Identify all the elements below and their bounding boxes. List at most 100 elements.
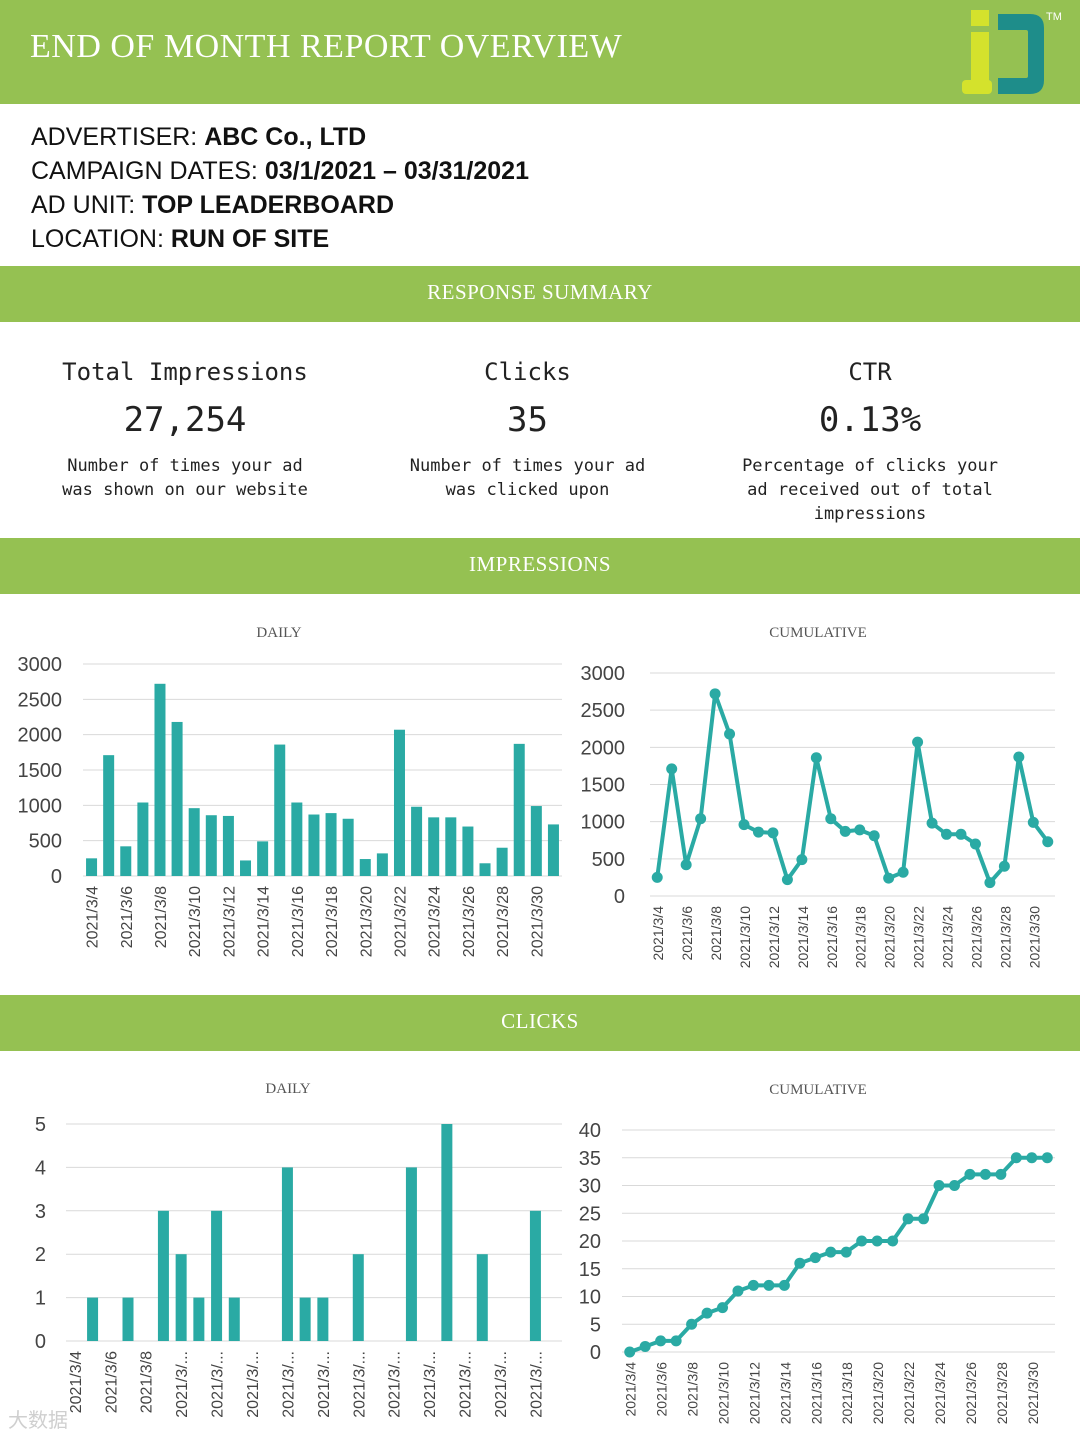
bar xyxy=(240,860,252,876)
stat-description: Percentage of clicks your ad received out… xyxy=(742,456,998,524)
data-point xyxy=(854,824,866,836)
bar xyxy=(175,1254,187,1341)
y-tick-label: 2000 xyxy=(18,725,63,747)
report-header: END OF MONTH REPORT OVERVIEW TM xyxy=(0,0,1080,104)
data-point xyxy=(717,1302,729,1314)
y-tick-label: 0 xyxy=(51,866,62,888)
data-point xyxy=(1042,836,1054,848)
data-point xyxy=(670,1335,682,1347)
x-tick-label: 2021/3/20 xyxy=(870,1362,886,1424)
data-point xyxy=(1010,1152,1022,1164)
data-point xyxy=(856,1235,868,1247)
bar xyxy=(188,808,200,876)
data-point xyxy=(1027,816,1039,828)
advertiser-value: ABC Co., LTD xyxy=(204,123,367,151)
bar xyxy=(530,806,542,876)
bar xyxy=(157,1210,169,1341)
x-tick-label: 2021/3/16 xyxy=(290,886,307,957)
data-point xyxy=(979,1168,991,1180)
x-tick-label: 2021/3/6 xyxy=(119,886,136,948)
company-logo-icon: TM xyxy=(962,10,1062,94)
bar xyxy=(86,858,98,876)
x-tick-label: 2021/3/8 xyxy=(685,1362,701,1417)
x-tick-label: 2021/3/12 xyxy=(746,1362,762,1424)
y-tick-label: 30 xyxy=(579,1176,601,1198)
data-point xyxy=(732,1285,744,1297)
bar xyxy=(154,683,166,876)
bar xyxy=(122,1297,134,1341)
x-tick-label: 2021/3/... xyxy=(174,1351,191,1418)
x-tick-label: 2021/3/6 xyxy=(679,906,695,961)
y-tick-label: 1 xyxy=(35,1288,46,1310)
series-line xyxy=(655,691,1050,885)
x-tick-label: 2021/3/20 xyxy=(358,886,375,957)
data-point xyxy=(724,728,736,740)
data-point xyxy=(738,819,750,831)
x-tick-label: 2021/3/30 xyxy=(1025,1362,1041,1424)
y-tick-label: 3 xyxy=(35,1201,46,1223)
advertiser-line: ADVERTISER: ABC Co., LTD xyxy=(31,123,367,151)
x-tick-label: 2021/3/4 xyxy=(623,1362,639,1417)
y-tick-label: 20 xyxy=(579,1231,601,1253)
bar xyxy=(120,846,132,876)
x-tick-label: 2021/3/10 xyxy=(187,886,204,957)
bar xyxy=(376,853,388,876)
stat-description: Number of times your ad was clicked upon xyxy=(409,456,646,500)
data-point xyxy=(840,1246,852,1258)
x-tick-label: 2021/3/... xyxy=(280,1351,297,1418)
data-point xyxy=(778,1279,790,1291)
data-point xyxy=(1013,751,1025,763)
data-point xyxy=(941,828,953,840)
data-point xyxy=(825,1246,837,1258)
report-title: END OF MONTH REPORT OVERVIEW xyxy=(30,28,623,65)
x-tick-label: 2021/3/16 xyxy=(824,906,840,968)
data-point xyxy=(747,1279,759,1291)
x-tick-label: 2021/3/8 xyxy=(139,1351,156,1413)
x-tick-label: 2021/3/... xyxy=(245,1351,262,1418)
chart-title: DAILY xyxy=(265,1081,310,1097)
x-tick-label: 2021/3/4 xyxy=(85,886,102,948)
y-tick-label: 4 xyxy=(35,1157,46,1179)
x-tick-label: 2021/3/14 xyxy=(777,1362,793,1424)
x-tick-label: 2021/3/... xyxy=(387,1351,404,1418)
y-tick-label: 500 xyxy=(592,849,625,871)
bar xyxy=(137,802,149,876)
data-point xyxy=(933,1180,945,1191)
stat-ctr: CTR 0.13% Percentage of clicks your ad re… xyxy=(705,358,1035,526)
data-point xyxy=(969,838,981,850)
data-point xyxy=(1041,1152,1053,1164)
ad-unit-line: AD UNIT: TOP LEADERBOARD xyxy=(31,191,395,219)
y-tick-label: 2500 xyxy=(18,689,63,711)
x-tick-label: 2021/3/14 xyxy=(795,906,811,968)
x-tick-label: 2021/3/22 xyxy=(911,906,927,968)
x-tick-label: 2021/3/12 xyxy=(766,906,782,968)
data-point xyxy=(887,1235,899,1247)
impressions-daily-chart: DAILY 0 500 1000 1500 2000 2500 3000 2021/3/4 202… xyxy=(18,625,562,957)
data-point xyxy=(868,830,880,842)
y-tick-label: 500 xyxy=(29,831,62,853)
data-point xyxy=(995,1168,1007,1180)
x-tick-label: 2021/3/4 xyxy=(68,1351,85,1413)
x-tick-label: 2021/3/28 xyxy=(495,886,512,957)
y-tick-label: 0 xyxy=(614,886,625,908)
campaign-info: ADVERTISER: ABC Co., LTD CAMPAIGN DATES:… xyxy=(31,120,529,256)
bar xyxy=(193,1297,205,1341)
y-tick-label: 1000 xyxy=(18,795,63,817)
x-tick-label: 2021/3/24 xyxy=(932,1362,948,1424)
x-tick-label: 2021/3/26 xyxy=(968,906,984,968)
x-tick-label: 2021/3/28 xyxy=(997,906,1013,968)
data-point xyxy=(984,877,996,889)
bar xyxy=(222,815,234,876)
bar xyxy=(445,817,457,876)
chart-title: CUMULATIVE xyxy=(769,625,867,641)
x-tick-label: 2021/3/22 xyxy=(901,1362,917,1424)
watermark: 大数据 xyxy=(8,1410,68,1432)
data-point xyxy=(651,871,663,883)
data-point xyxy=(796,854,808,866)
x-tick-label: 2021/3/10 xyxy=(716,1362,732,1424)
campaign-dates-line: CAMPAIGN DATES: 03/1/2021 – 03/31/2021 xyxy=(31,157,529,185)
x-tick-label: 2021/3/20 xyxy=(882,906,898,968)
data-point xyxy=(839,825,851,837)
ad-unit-value: TOP LEADERBOARD xyxy=(142,191,395,219)
bar xyxy=(274,744,286,876)
